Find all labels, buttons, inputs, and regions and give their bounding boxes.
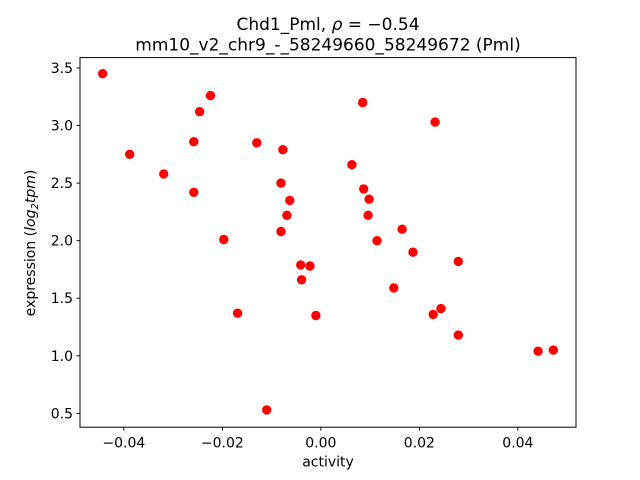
x-tick-label: 0.02 [404, 435, 435, 451]
data-point [189, 187, 199, 197]
data-point [548, 345, 558, 355]
ylabel-log: log [23, 209, 39, 230]
data-point [296, 275, 307, 285]
data-point [296, 260, 306, 270]
data-point [278, 145, 288, 155]
x-tick-label: 0.00 [305, 435, 336, 451]
data-point [232, 308, 243, 318]
data-point [453, 256, 463, 267]
y-tick-label: 2.5 [51, 176, 73, 192]
data-point [195, 107, 205, 117]
data-point [219, 234, 229, 245]
data-point [252, 138, 262, 148]
data-point [205, 90, 216, 101]
x-axis-ticks: −0.04 −0.02 0.00 0.02 0.04 [102, 427, 534, 451]
rho-symbol: ρ [332, 15, 343, 35]
data-point [347, 160, 357, 170]
title-correlation-value: = −0.54 [342, 15, 419, 35]
chart-title-line1: Chd1_Pml, ρ = −0.54 [236, 15, 419, 35]
data-point [285, 195, 295, 206]
ylabel-prefix: expression ( [23, 231, 39, 316]
data-point [436, 303, 446, 314]
data-point [305, 261, 315, 271]
data-point [533, 346, 543, 356]
data-point [262, 405, 272, 415]
y-tick-label: 1.0 [51, 349, 73, 365]
data-point [276, 178, 286, 188]
data-point [430, 117, 440, 127]
ylabel-suffix: ) [23, 170, 39, 175]
data-point [389, 283, 399, 293]
data-point [408, 247, 418, 257]
y-tick-label: 3.0 [51, 119, 73, 135]
data-point [276, 226, 286, 237]
data-point [363, 210, 373, 220]
data-point [364, 194, 374, 204]
y-tick-label: 0.5 [51, 406, 73, 422]
data-point [189, 137, 199, 147]
x-axis-label: activity [302, 455, 354, 471]
y-tick-label: 3.5 [51, 61, 73, 77]
x-tick-label: −0.04 [102, 435, 145, 451]
data-point [125, 149, 135, 159]
y-axis-label: expression (log2tpm) [23, 170, 41, 317]
title-prefix: Chd1_Pml, [236, 15, 331, 35]
ylabel-subscript: 2 [30, 203, 41, 209]
data-point [159, 169, 169, 179]
plot-border [79, 57, 577, 428]
x-tick-label: 0.04 [502, 435, 533, 451]
data-point [372, 236, 382, 246]
data-point [397, 224, 407, 234]
data-point [358, 97, 368, 108]
data-point [98, 69, 108, 79]
data-point [453, 330, 463, 340]
y-tick-label: 1.5 [51, 291, 73, 307]
chart-title-line2: mm10_v2_chr9_-_58249660_58249672 (Pml) [135, 36, 520, 56]
data-point [428, 309, 438, 320]
data-point [282, 210, 292, 220]
data-points [98, 69, 558, 415]
data-point [311, 310, 321, 321]
data-point [359, 184, 369, 194]
y-axis-ticks: 0.5 1.0 1.5 2.0 2.5 3.0 3.5 [51, 61, 80, 422]
x-tick-label: −0.02 [201, 435, 244, 451]
ylabel-tpm: tpm [23, 175, 39, 203]
y-tick-label: 2.0 [51, 234, 73, 250]
